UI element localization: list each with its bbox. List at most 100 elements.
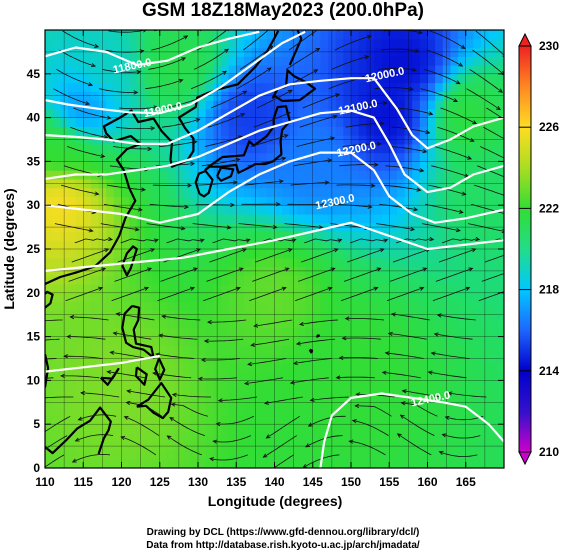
streamline xyxy=(213,435,251,443)
temp-cell xyxy=(251,284,260,294)
temp-cell xyxy=(83,432,92,443)
temp-cell xyxy=(121,406,130,417)
temp-cell xyxy=(251,415,260,425)
temp-cell xyxy=(182,257,191,268)
temp-cell xyxy=(427,152,436,162)
temp-cell xyxy=(435,380,444,390)
temp-cell xyxy=(358,231,367,241)
temp-cell xyxy=(274,178,283,189)
temp-cell xyxy=(458,415,467,425)
streamline-arrow xyxy=(429,236,435,242)
temp-cell xyxy=(404,292,413,303)
temp-cell xyxy=(465,213,474,224)
temp-cell xyxy=(312,327,321,338)
temp-cell xyxy=(373,196,383,206)
temp-cell xyxy=(282,354,291,364)
temp-cell xyxy=(98,257,107,268)
temp-cell xyxy=(175,327,184,338)
temp-cell xyxy=(496,450,504,460)
temp-cell xyxy=(450,380,459,390)
temp-cell xyxy=(106,178,115,189)
temp-cell xyxy=(52,380,61,390)
streamline xyxy=(149,203,189,208)
temp-cell xyxy=(129,56,138,66)
temp-cell xyxy=(450,205,459,215)
temp-cell xyxy=(450,170,459,180)
coastline xyxy=(316,334,320,338)
temp-cell xyxy=(427,30,436,40)
temp-cell xyxy=(67,249,77,259)
temp-cell xyxy=(113,345,123,355)
temp-cell xyxy=(45,240,54,250)
streamline xyxy=(151,35,188,51)
temp-cell xyxy=(152,266,161,276)
streamline-arrow xyxy=(18,360,22,363)
temp-cell xyxy=(67,257,77,268)
streamline-arrow xyxy=(228,6,232,10)
temp-cell xyxy=(167,380,176,390)
temp-cell xyxy=(136,161,146,171)
streamline xyxy=(334,35,372,51)
temp-cell xyxy=(335,275,344,285)
streamline xyxy=(256,89,293,109)
temp-cell xyxy=(335,292,344,303)
temp-cell xyxy=(228,327,237,338)
temp-cell xyxy=(282,345,291,355)
temp-cell xyxy=(282,47,291,57)
temp-cell xyxy=(488,319,497,329)
streamline-arrow xyxy=(241,248,247,253)
temp-cell xyxy=(83,222,92,233)
temp-cell xyxy=(83,336,92,346)
temp-cell xyxy=(358,380,367,390)
temp-cell xyxy=(144,240,153,250)
temp-cell xyxy=(435,126,444,136)
temp-cell xyxy=(52,319,61,329)
temp-cell xyxy=(121,397,130,408)
temp-cell xyxy=(473,406,482,417)
temp-cell xyxy=(67,441,77,452)
temp-cell xyxy=(473,30,482,40)
colorbar-tick-label: 214 xyxy=(539,364,559,378)
temp-cell xyxy=(83,257,92,268)
temp-cell xyxy=(412,213,421,224)
streamline xyxy=(242,30,269,51)
temp-cell xyxy=(396,56,406,66)
temp-cell xyxy=(198,389,207,399)
temp-cell xyxy=(90,222,100,233)
temp-cell xyxy=(274,389,283,399)
streamline-arrow xyxy=(509,178,513,181)
temp-cell xyxy=(465,205,474,215)
temp-cell xyxy=(243,371,253,381)
temp-cell xyxy=(373,56,383,66)
streamline xyxy=(333,203,372,208)
temp-cell xyxy=(152,459,161,468)
temp-cell xyxy=(274,371,283,381)
temp-cell xyxy=(373,178,383,189)
temp-cell xyxy=(90,380,100,390)
temp-cell xyxy=(266,424,276,434)
streamline xyxy=(126,402,163,417)
temp-cell xyxy=(465,187,474,198)
streamline-arrow xyxy=(253,323,259,328)
temp-cell xyxy=(274,459,283,468)
temp-cell xyxy=(404,240,413,250)
temp-cell xyxy=(373,415,383,425)
temp-cell xyxy=(358,135,367,145)
temp-cell xyxy=(144,362,153,373)
temp-cell xyxy=(358,406,367,417)
temp-cell xyxy=(182,152,191,162)
temp-cell xyxy=(213,91,222,101)
temp-cell xyxy=(366,38,375,49)
temp-cell xyxy=(228,397,237,408)
temp-cell xyxy=(266,371,276,381)
temp-cell xyxy=(450,30,459,40)
temp-cell xyxy=(442,336,452,346)
temp-cell xyxy=(136,310,146,320)
temp-cell xyxy=(259,231,268,241)
temp-cell xyxy=(381,301,390,311)
temp-cell xyxy=(90,284,100,294)
temp-cell xyxy=(351,161,360,171)
temp-cell xyxy=(75,73,84,84)
streamline xyxy=(62,30,99,48)
temp-cell xyxy=(488,354,497,364)
